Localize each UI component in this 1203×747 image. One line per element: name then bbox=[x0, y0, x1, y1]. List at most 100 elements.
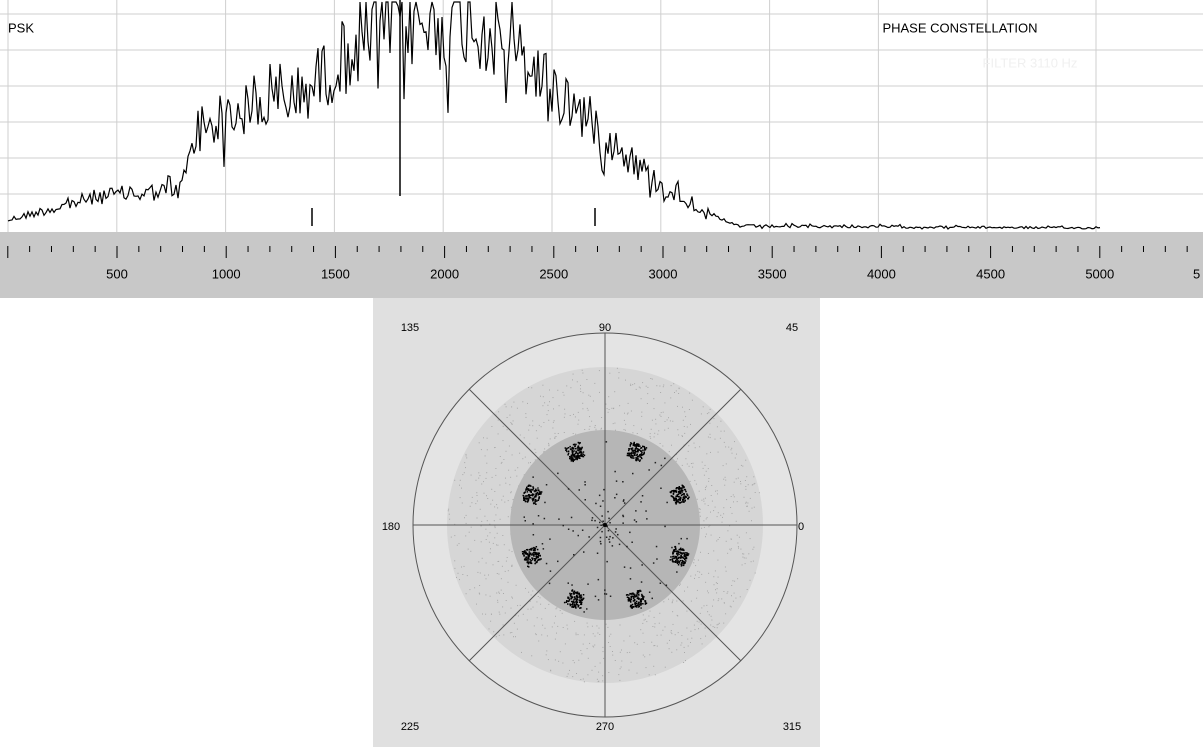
noise-dot bbox=[611, 407, 613, 409]
symbol-dot bbox=[524, 550, 526, 552]
symbol-dot bbox=[578, 593, 580, 595]
symbol-dot bbox=[570, 456, 572, 459]
noise-dot bbox=[618, 674, 620, 676]
noise-dot bbox=[708, 526, 710, 528]
noise-dot bbox=[549, 438, 551, 440]
phase-dot bbox=[604, 593, 606, 595]
noise-dot bbox=[527, 608, 529, 610]
noise-dot bbox=[749, 579, 751, 581]
noise-dot bbox=[717, 512, 719, 514]
noise-dot bbox=[536, 437, 538, 439]
noise-dot bbox=[596, 625, 598, 627]
symbol-dot bbox=[644, 601, 647, 603]
noise-dot bbox=[653, 665, 655, 667]
noise-dot bbox=[504, 612, 506, 614]
symbol-dot bbox=[570, 458, 572, 460]
symbol-dot bbox=[630, 598, 633, 601]
symbol-dot bbox=[626, 454, 629, 457]
symbol-dot bbox=[581, 599, 584, 601]
noise-dot bbox=[570, 387, 572, 389]
phase-dot bbox=[611, 545, 614, 547]
noise-dot bbox=[479, 475, 481, 477]
noise-dot bbox=[469, 505, 471, 507]
symbol-dot bbox=[571, 589, 574, 591]
noise-dot bbox=[503, 634, 505, 636]
phase-dot bbox=[615, 493, 618, 496]
symbol-dot bbox=[678, 551, 680, 553]
symbol-dot bbox=[537, 494, 539, 496]
symbol-dot bbox=[528, 554, 531, 556]
noise-dot bbox=[530, 594, 532, 596]
symbol-dot bbox=[523, 554, 525, 556]
noise-dot bbox=[563, 416, 565, 418]
noise-dot bbox=[718, 622, 720, 624]
noise-dot bbox=[700, 638, 702, 640]
noise-dot bbox=[555, 615, 556, 617]
frequency-label: 4500 bbox=[976, 266, 1005, 281]
noise-dot bbox=[592, 633, 594, 635]
noise-dot bbox=[577, 423, 579, 425]
noise-dot bbox=[553, 622, 555, 624]
noise-dot bbox=[538, 640, 540, 642]
noise-dot bbox=[707, 592, 709, 594]
symbol-dot bbox=[524, 495, 527, 497]
noise-dot bbox=[500, 589, 502, 591]
phase-dot bbox=[584, 499, 586, 501]
symbol-dot bbox=[526, 486, 528, 489]
symbol-dot bbox=[626, 594, 628, 596]
noise-dot bbox=[702, 467, 704, 469]
symbol-dot bbox=[672, 553, 674, 555]
noise-dot bbox=[510, 607, 512, 609]
symbol-dot bbox=[644, 448, 646, 450]
symbol-dot bbox=[567, 603, 569, 605]
noise-dot bbox=[742, 465, 744, 467]
noise-dot bbox=[644, 656, 646, 658]
symbol-dot bbox=[684, 562, 686, 564]
noise-dot bbox=[647, 386, 649, 388]
symbol-dot bbox=[633, 595, 636, 597]
noise-dot bbox=[701, 527, 703, 529]
phase-dot bbox=[638, 603, 641, 605]
phase-dot bbox=[588, 536, 590, 538]
symbol-dot bbox=[565, 449, 567, 451]
noise-dot bbox=[448, 508, 450, 510]
symbol-dot bbox=[575, 451, 578, 453]
symbol-dot bbox=[576, 600, 578, 602]
symbol-dot bbox=[631, 447, 634, 449]
noise-dot bbox=[689, 392, 691, 394]
phase-dot bbox=[608, 538, 610, 541]
symbol-dot bbox=[527, 565, 529, 568]
noise-dot bbox=[597, 681, 599, 683]
symbol-dot bbox=[679, 487, 681, 490]
symbol-dot bbox=[573, 454, 575, 456]
noise-dot bbox=[491, 613, 492, 615]
phase-dot bbox=[614, 531, 617, 533]
symbol-dot bbox=[636, 447, 638, 450]
noise-dot bbox=[732, 494, 734, 496]
noise-dot bbox=[715, 582, 717, 584]
symbol-dot bbox=[535, 488, 537, 491]
symbol-dot bbox=[630, 457, 633, 459]
symbol-dot bbox=[527, 557, 530, 560]
phase-dot bbox=[655, 545, 658, 548]
symbol-dot bbox=[573, 601, 575, 604]
symbol-dot bbox=[574, 605, 577, 607]
symbol-dot bbox=[633, 441, 635, 444]
noise-dot bbox=[699, 508, 701, 510]
noise-dot bbox=[653, 408, 655, 410]
noise-dot bbox=[740, 481, 741, 482]
symbol-dot bbox=[680, 488, 683, 490]
noise-dot bbox=[572, 373, 574, 375]
noise-dot bbox=[485, 528, 487, 530]
noise-dot bbox=[614, 422, 616, 424]
noise-dot bbox=[737, 546, 739, 548]
phase-dot bbox=[557, 560, 559, 563]
noise-dot bbox=[710, 451, 711, 453]
symbol-dot bbox=[579, 594, 582, 597]
frequency-ruler bbox=[0, 232, 1203, 298]
noise-dot bbox=[470, 474, 472, 476]
noise-dot bbox=[747, 484, 749, 486]
symbol-dot bbox=[525, 488, 528, 490]
symbol-dot bbox=[674, 561, 677, 563]
symbol-dot bbox=[680, 549, 683, 551]
